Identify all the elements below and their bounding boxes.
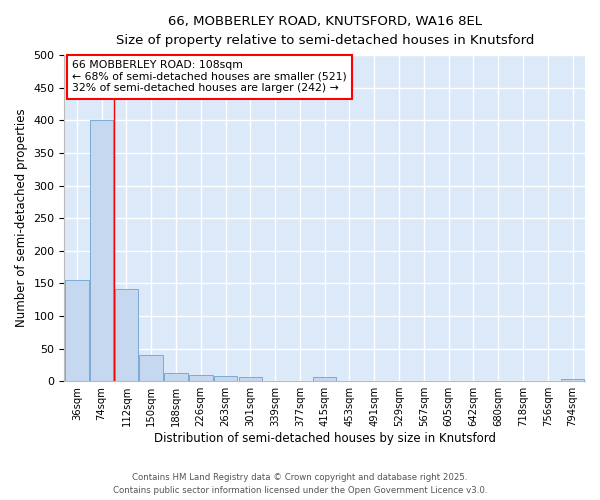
- Title: 66, MOBBERLEY ROAD, KNUTSFORD, WA16 8EL
Size of property relative to semi-detach: 66, MOBBERLEY ROAD, KNUTSFORD, WA16 8EL …: [116, 15, 534, 47]
- Text: Contains HM Land Registry data © Crown copyright and database right 2025.
Contai: Contains HM Land Registry data © Crown c…: [113, 474, 487, 495]
- Bar: [139, 355, 163, 381]
- Bar: [115, 288, 138, 381]
- Text: 66 MOBBERLEY ROAD: 108sqm
← 68% of semi-detached houses are smaller (521)
32% of: 66 MOBBERLEY ROAD: 108sqm ← 68% of semi-…: [72, 60, 347, 93]
- Bar: [90, 120, 113, 381]
- X-axis label: Distribution of semi-detached houses by size in Knutsford: Distribution of semi-detached houses by …: [154, 432, 496, 445]
- Bar: [65, 280, 89, 381]
- Bar: [164, 374, 188, 381]
- Bar: [239, 376, 262, 381]
- Bar: [561, 380, 584, 381]
- Bar: [313, 378, 337, 381]
- Bar: [189, 374, 212, 381]
- Bar: [214, 376, 238, 381]
- Y-axis label: Number of semi-detached properties: Number of semi-detached properties: [15, 109, 28, 328]
